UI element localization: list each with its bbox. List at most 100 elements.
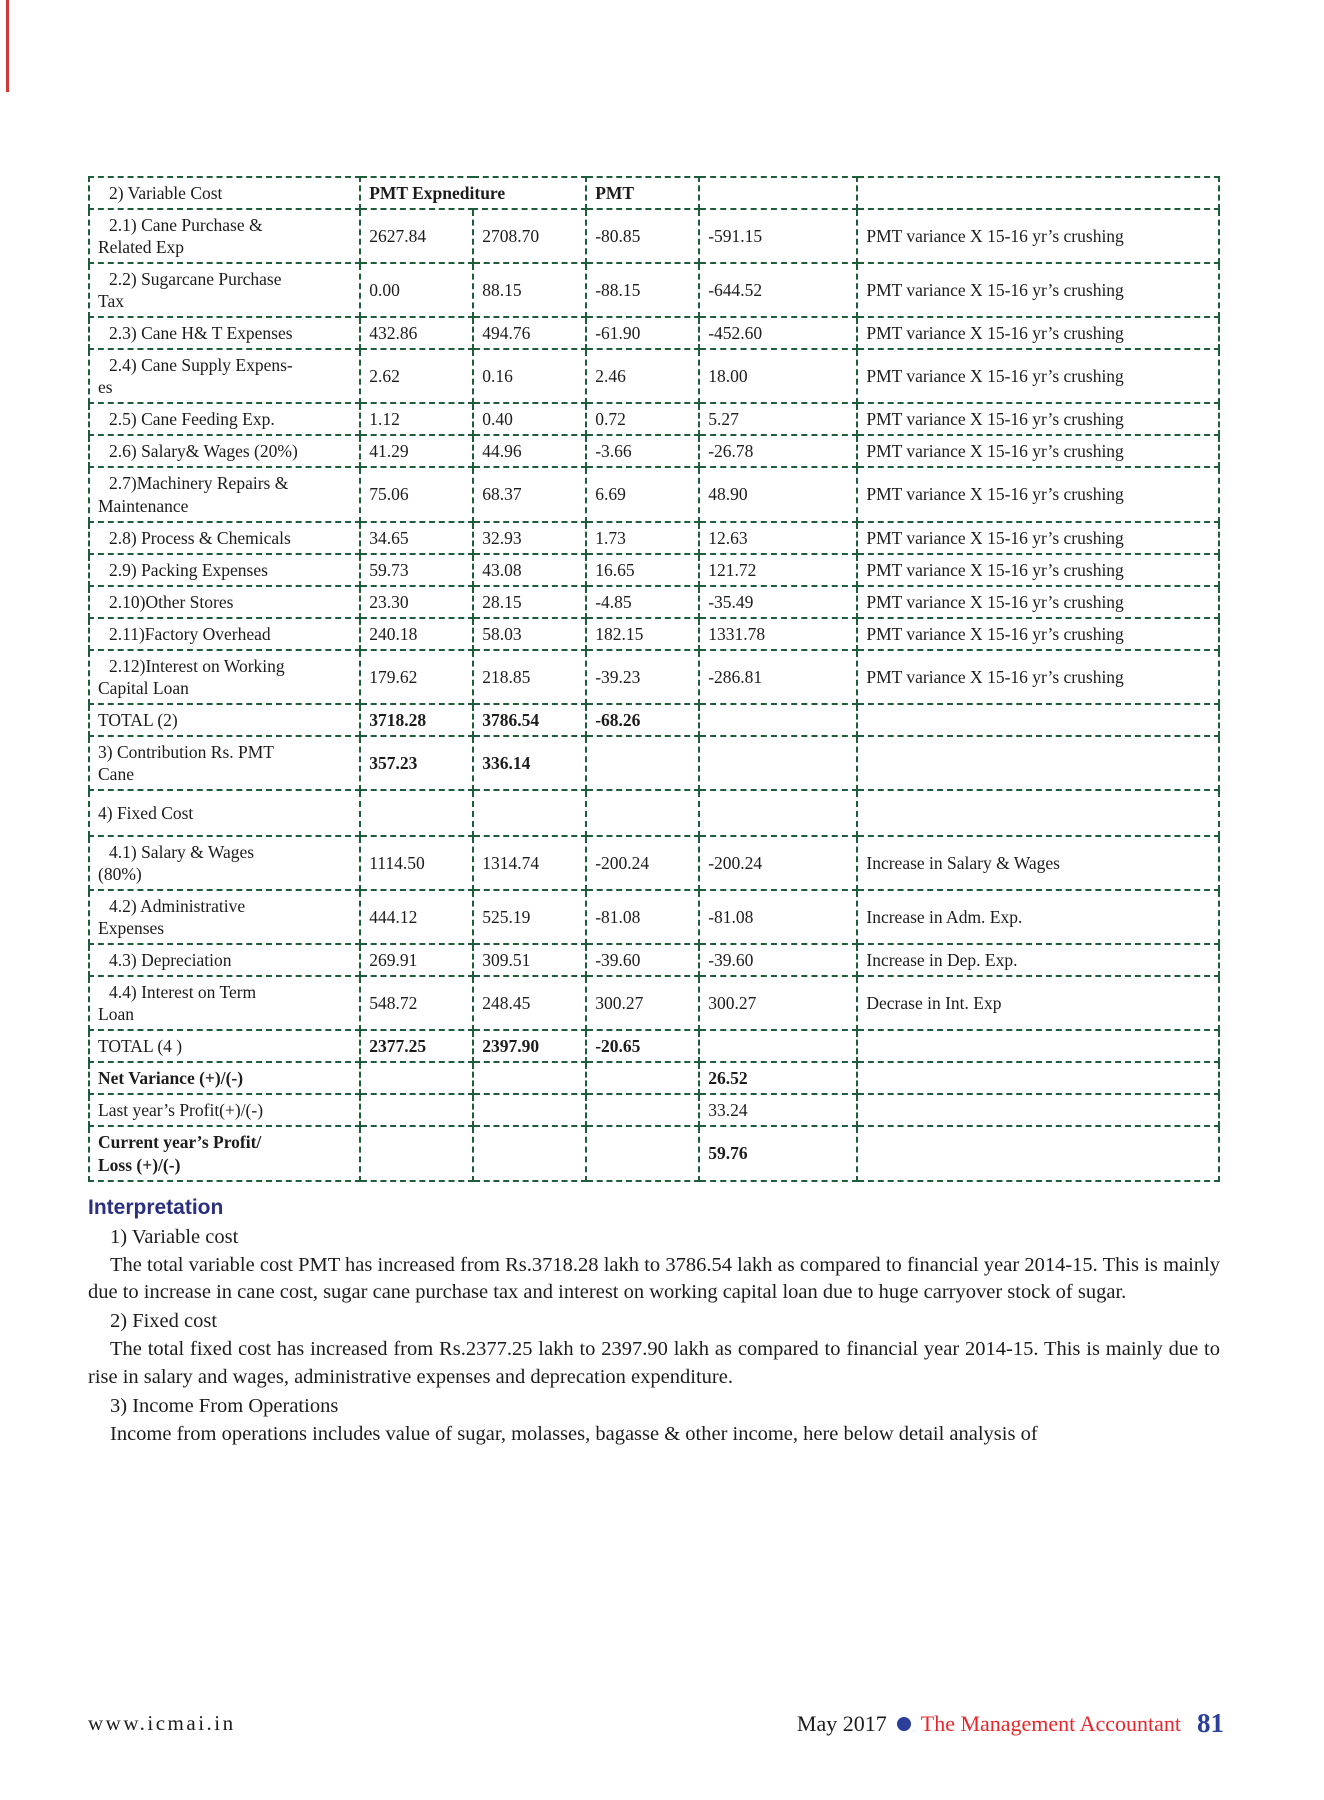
value-cell-previous: 248.45 [472,975,588,1032]
value-cell-total-variance: 33.24 [698,1093,859,1128]
value-cell-total-variance: 26.52 [698,1061,859,1096]
row-label-cell: 2.6) Salary& Wages (20%) [87,434,362,469]
value-cell-total-variance: 121.72 [698,552,859,587]
value-cell-pmt-variance [585,1125,701,1182]
row-label-cell: 2.9) Packing Expenses [87,552,362,587]
value-cell-previous: 2397.90 [472,1029,588,1064]
footer-website: www.icmai.in [88,1711,236,1735]
value-cell-current [359,1061,475,1096]
table-row: 2.10)Other Stores 23.30 28.15 -4.85 -35.49 PM… [87,584,1220,619]
table-row: Current year’s Profit/ Loss (+)/(-) 59.76 [87,1125,1220,1182]
value-cell-pmt-variance [585,1061,701,1096]
value-cell-previous [472,788,588,837]
table-row: 2.1) Cane Purchase & Related Exp 2627.84 2… [87,208,1220,265]
table-row: 2.5) Cane Feeding Exp. 1.12 0.40 0.72 5.27 PM… [87,402,1220,437]
value-cell-current: 75.06 [359,466,475,523]
value-cell-previous: 32.93 [472,520,588,555]
value-cell-previous: 2708.70 [472,208,588,265]
table-row: 2.12)Interest on Working Capital Loan 179… [87,648,1220,705]
value-cell-total-variance: 12.63 [698,520,859,555]
value-cell-current: 23.30 [359,584,475,619]
value-cell-total-variance: 300.27 [698,975,859,1032]
table-row: 2.8) Process & Chemicals 34.65 32.93 1.73 12… [87,520,1220,555]
value-cell-total-variance: 5.27 [698,402,859,437]
table-row: 4.2) Administrative Expenses 444.12 525.19… [87,889,1220,946]
row-label-cell: Last year’s Profit(+)/(-) [87,1093,362,1128]
value-cell-current: 2377.25 [359,1029,475,1064]
table-row: Net Variance (+)/(-) 26.52 [87,1061,1220,1096]
value-cell-current [359,788,475,837]
value-cell-current: 1114.50 [359,834,475,892]
interpretation-item-title: 3) Income From Operations [110,1395,339,1418]
value-cell-pmt-variance: -3.66 [585,434,701,469]
row-label-cell: 3) Contribution Rs. PMT Cane [87,734,362,791]
value-cell-pmt-variance: -20.65 [585,1029,701,1064]
row-label-cell: 4.4) Interest on Term Loan [87,975,362,1032]
interpretation-heading: Interpretation [88,1195,224,1219]
value-cell-previous: 68.37 [472,466,588,523]
value-cell-previous [472,1093,588,1128]
value-cell-current: 34.65 [359,520,475,555]
value-cell-previous: 0.16 [472,348,588,405]
remark-cell [856,1125,1220,1182]
table-row: 4.1) Salary & Wages (80%) 1114.50 1314.74-… [87,834,1220,892]
interpretation-section: Interpretation 1) Variable cost The tota… [88,1196,1220,1449]
remark-cell: PMT variance X 15-16 yr’s crushing [856,584,1220,619]
remark-cell: PMT variance X 15-16 yr’s crushing [856,616,1220,651]
table-row: 2.3) Cane H& T Expenses 432.86 494.76 -61.9… [87,316,1220,351]
value-cell-pmt-variance: 1.73 [585,520,701,555]
remark-cell: PMT variance X 15-16 yr’s crushing [856,648,1220,705]
value-cell-previous: 28.15 [472,584,588,619]
table-row: 2.11)Factory Overhead 240.18 58.03 182.15 13… [87,616,1220,651]
table-row: TOTAL (2) 3718.28 3786.54 -68.26 [87,702,1220,737]
value-cell-current: 41.29 [359,434,475,469]
value-cell-pmt-variance: 182.15 [585,616,701,651]
row-label-cell: 2.7)Machinery Repairs & Maintenance [87,466,362,523]
row-label-cell: 2.4) Cane Supply Expens- es [87,348,362,405]
value-cell-previous: 525.19 [472,889,588,946]
table-row: TOTAL (4 ) 2377.25 2397.90 -20.65 [87,1029,1220,1064]
value-cell-pmt-variance: 300.27 [585,975,701,1032]
value-cell-current: 240.18 [359,616,475,651]
value-cell-pmt-variance: -39.23 [585,648,701,705]
value-cell-pmt-variance: 0.72 [585,402,701,437]
row-label-cell: Current year’s Profit/ Loss (+)/(-) [87,1125,362,1182]
interpretation-item: 1) Variable cost The total variable cost… [88,1226,1220,1308]
row-label-cell: 2.10)Other Stores [87,584,362,619]
footer-right-group: May 2017 The Management Accountant 81 [797,1708,1224,1739]
value-cell-previous: 494.76 [472,316,588,351]
value-cell-previous: 1314.74 [472,834,588,892]
table-row: 3) Contribution Rs. PMT Cane 357.23 336.14 [87,734,1220,791]
value-cell-current: 548.72 [359,975,475,1032]
value-cell-previous: 0.40 [472,402,588,437]
value-cell-current: 357.23 [359,734,475,791]
remark-cell: Increase in Salary & Wages [856,834,1220,892]
header-empty-variance [698,175,859,211]
value-cell-pmt-variance: -81.08 [585,889,701,946]
bullet-dot-icon [896,1716,911,1731]
remark-cell [856,734,1220,791]
red-edge-artifact [6,0,9,92]
interpretation-item-title: 2) Fixed cost [110,1310,218,1333]
value-cell-total-variance: -286.81 [698,648,859,705]
footer-magazine-title: The Management Accountant [920,1710,1181,1736]
cost-table-body: 2) Variable Cost PMT Expnediture PMT 2.1… [87,175,1220,1182]
cost-variance-table: 2) Variable Cost PMT Expnediture PMT 2.1… [87,175,1220,1182]
value-cell-total-variance [698,1029,859,1064]
value-cell-pmt-variance: -61.90 [585,316,701,351]
value-cell-pmt-variance: -200.24 [585,834,701,892]
footer-page-number: 81 [1197,1708,1224,1738]
remark-cell [856,788,1220,837]
row-label-cell: 2.8) Process & Chemicals [87,520,362,555]
value-cell-current: 59.73 [359,552,475,587]
value-cell-total-variance: -81.08 [698,889,859,946]
value-cell-current: 0.00 [359,262,475,319]
value-cell-pmt-variance [585,788,701,837]
remark-cell: Decrase in Int. Exp [856,975,1220,1032]
value-cell-previous: 43.08 [472,552,588,587]
value-cell-previous: 309.51 [472,943,588,978]
table-row: Last year’s Profit(+)/(-) 33.24 [87,1093,1220,1128]
value-cell-previous: 218.85 [472,648,588,705]
remark-cell: PMT variance X 15-16 yr’s crushing [856,262,1220,319]
value-cell-current: 2627.84 [359,208,475,265]
